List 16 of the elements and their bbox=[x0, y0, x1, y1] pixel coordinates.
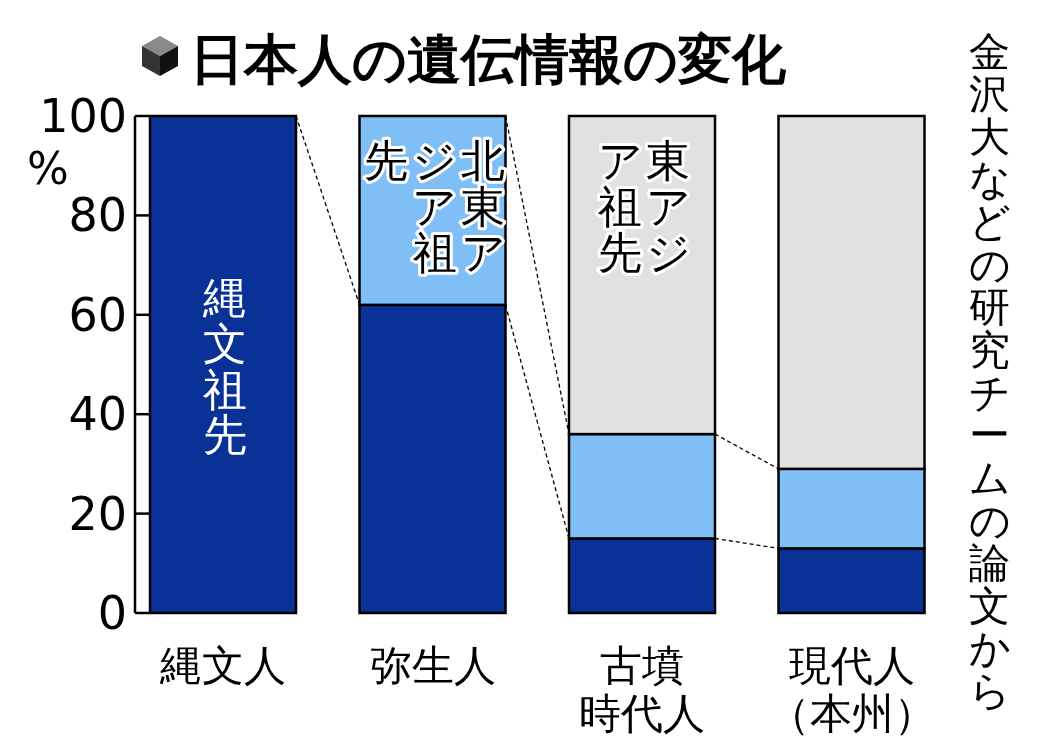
series-label: 縄文祖先 bbox=[202, 272, 248, 461]
y-tick-label: 40 bbox=[68, 387, 127, 442]
text: 金沢大などの研究チームの論文から bbox=[968, 27, 1011, 716]
x-tick-label: 現代人（本州） bbox=[767, 641, 936, 738]
y-axis-title: % bbox=[27, 143, 69, 194]
y-tick-label: 100 bbox=[39, 89, 127, 143]
chart-title: 日本人の遺伝情報の変化 bbox=[190, 28, 787, 91]
series-label: 北東アジア祖先 bbox=[364, 135, 506, 278]
y-tick-label: 20 bbox=[68, 486, 127, 541]
series-label: 東アジア祖先 bbox=[597, 135, 691, 278]
x-tick-label: 古墳時代人 bbox=[579, 641, 705, 738]
y-tick-label: 60 bbox=[68, 287, 127, 342]
y-tick-label: 0 bbox=[97, 586, 127, 640]
x-tick-label: 縄文人 bbox=[159, 641, 286, 690]
x-tick-label: 弥生人 bbox=[369, 641, 496, 690]
y-tick-label: 80 bbox=[68, 188, 127, 243]
